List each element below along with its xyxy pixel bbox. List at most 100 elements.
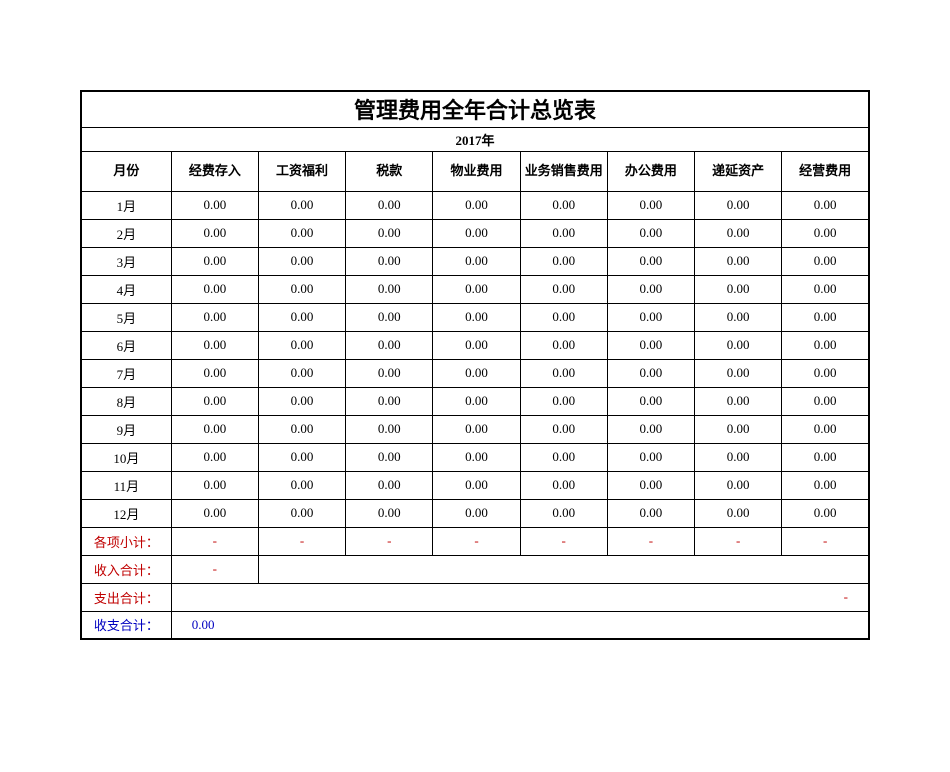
data-cell: 0.00 xyxy=(520,219,607,247)
data-cell: 0.00 xyxy=(607,443,694,471)
month-cell: 4月 xyxy=(81,275,171,303)
header-month: 月份 xyxy=(81,151,171,191)
table-row: 5月0.000.000.000.000.000.000.000.00 xyxy=(81,303,869,331)
data-cell: 0.00 xyxy=(607,275,694,303)
data-cell: 0.00 xyxy=(171,303,258,331)
data-cell: 0.00 xyxy=(695,499,782,527)
data-cell: 0.00 xyxy=(433,387,520,415)
data-cell: 0.00 xyxy=(258,359,345,387)
data-cell: 0.00 xyxy=(782,275,869,303)
data-cell: 0.00 xyxy=(171,247,258,275)
data-cell: 0.00 xyxy=(433,443,520,471)
subtotal-cell: - xyxy=(346,527,433,555)
table-row: 3月0.000.000.000.000.000.000.000.00 xyxy=(81,247,869,275)
data-cell: 0.00 xyxy=(433,275,520,303)
data-cell: 0.00 xyxy=(258,499,345,527)
table-row: 9月0.000.000.000.000.000.000.000.00 xyxy=(81,415,869,443)
subtotal-cell: - xyxy=(695,527,782,555)
data-cell: 0.00 xyxy=(433,471,520,499)
data-cell: 0.00 xyxy=(433,191,520,219)
data-cell: 0.00 xyxy=(782,471,869,499)
year-row: 2017年 xyxy=(81,127,869,151)
month-cell: 12月 xyxy=(81,499,171,527)
data-cell: 0.00 xyxy=(607,499,694,527)
income-value: - xyxy=(171,555,258,583)
month-cell: 3月 xyxy=(81,247,171,275)
data-cell: 0.00 xyxy=(607,387,694,415)
data-cell: 0.00 xyxy=(433,415,520,443)
data-cell: 0.00 xyxy=(695,247,782,275)
data-cell: 0.00 xyxy=(346,219,433,247)
balance-label: 收支合计： xyxy=(81,611,171,639)
year-label: 2017年 xyxy=(81,127,869,151)
subtotal-cell: - xyxy=(258,527,345,555)
data-cell: 0.00 xyxy=(258,471,345,499)
table-row: 2月0.000.000.000.000.000.000.000.00 xyxy=(81,219,869,247)
data-cell: 0.00 xyxy=(346,415,433,443)
month-cell: 6月 xyxy=(81,331,171,359)
data-cell: 0.00 xyxy=(171,499,258,527)
header-deferred: 递延资产 xyxy=(695,151,782,191)
data-cell: 0.00 xyxy=(433,303,520,331)
data-cell: 0.00 xyxy=(607,331,694,359)
data-cell: 0.00 xyxy=(782,499,869,527)
header-row: 月份 经费存入 工资福利 税款 物业费用 业务销售费用 办公费用 递延资产 经营… xyxy=(81,151,869,191)
data-cell: 0.00 xyxy=(520,359,607,387)
data-cell: 0.00 xyxy=(171,415,258,443)
data-cell: 0.00 xyxy=(346,303,433,331)
data-cell: 0.00 xyxy=(607,303,694,331)
data-cell: 0.00 xyxy=(782,359,869,387)
data-cell: 0.00 xyxy=(433,331,520,359)
data-cell: 0.00 xyxy=(346,275,433,303)
title-row: 管理费用全年合计总览表 xyxy=(81,91,869,127)
data-cell: 0.00 xyxy=(695,275,782,303)
month-cell: 9月 xyxy=(81,415,171,443)
month-cell: 2月 xyxy=(81,219,171,247)
data-cell: 0.00 xyxy=(346,191,433,219)
data-cell: 0.00 xyxy=(258,415,345,443)
balance-row: 收支合计： 0.00 xyxy=(81,611,869,639)
header-property: 物业费用 xyxy=(433,151,520,191)
header-sales: 业务销售费用 xyxy=(520,151,607,191)
data-cell: 0.00 xyxy=(258,219,345,247)
data-cell: 0.00 xyxy=(433,359,520,387)
table-row: 1月0.000.000.000.000.000.000.000.00 xyxy=(81,191,869,219)
data-cell: 0.00 xyxy=(346,359,433,387)
data-cell: 0.00 xyxy=(520,443,607,471)
data-cell: 0.00 xyxy=(520,247,607,275)
data-cell: 0.00 xyxy=(782,387,869,415)
expense-label: 支出合计： xyxy=(81,583,171,611)
data-cell: 0.00 xyxy=(520,415,607,443)
data-cell: 0.00 xyxy=(433,499,520,527)
data-cell: 0.00 xyxy=(607,471,694,499)
month-cell: 8月 xyxy=(81,387,171,415)
data-cell: 0.00 xyxy=(695,443,782,471)
subtotal-cell: - xyxy=(171,527,258,555)
data-cell: 0.00 xyxy=(258,303,345,331)
month-cell: 11月 xyxy=(81,471,171,499)
header-office: 办公费用 xyxy=(607,151,694,191)
data-cell: 0.00 xyxy=(258,275,345,303)
data-cell: 0.00 xyxy=(258,387,345,415)
data-cell: 0.00 xyxy=(782,415,869,443)
data-cell: 0.00 xyxy=(258,443,345,471)
data-cell: 0.00 xyxy=(695,415,782,443)
expense-value: - xyxy=(171,583,869,611)
data-cell: 0.00 xyxy=(433,219,520,247)
data-cell: 0.00 xyxy=(782,443,869,471)
table-row: 6月0.000.000.000.000.000.000.000.00 xyxy=(81,331,869,359)
subtotal-cell: - xyxy=(782,527,869,555)
table-row: 8月0.000.000.000.000.000.000.000.00 xyxy=(81,387,869,415)
data-cell: 0.00 xyxy=(258,247,345,275)
table-title: 管理费用全年合计总览表 xyxy=(81,91,869,127)
month-cell: 1月 xyxy=(81,191,171,219)
table-row: 4月0.000.000.000.000.000.000.000.00 xyxy=(81,275,869,303)
data-cell: 0.00 xyxy=(258,331,345,359)
data-cell: 0.00 xyxy=(258,191,345,219)
data-cell: 0.00 xyxy=(171,359,258,387)
data-cell: 0.00 xyxy=(171,471,258,499)
data-cell: 0.00 xyxy=(695,387,782,415)
table-row: 7月0.000.000.000.000.000.000.000.00 xyxy=(81,359,869,387)
header-income: 经费存入 xyxy=(171,151,258,191)
data-cell: 0.00 xyxy=(520,275,607,303)
